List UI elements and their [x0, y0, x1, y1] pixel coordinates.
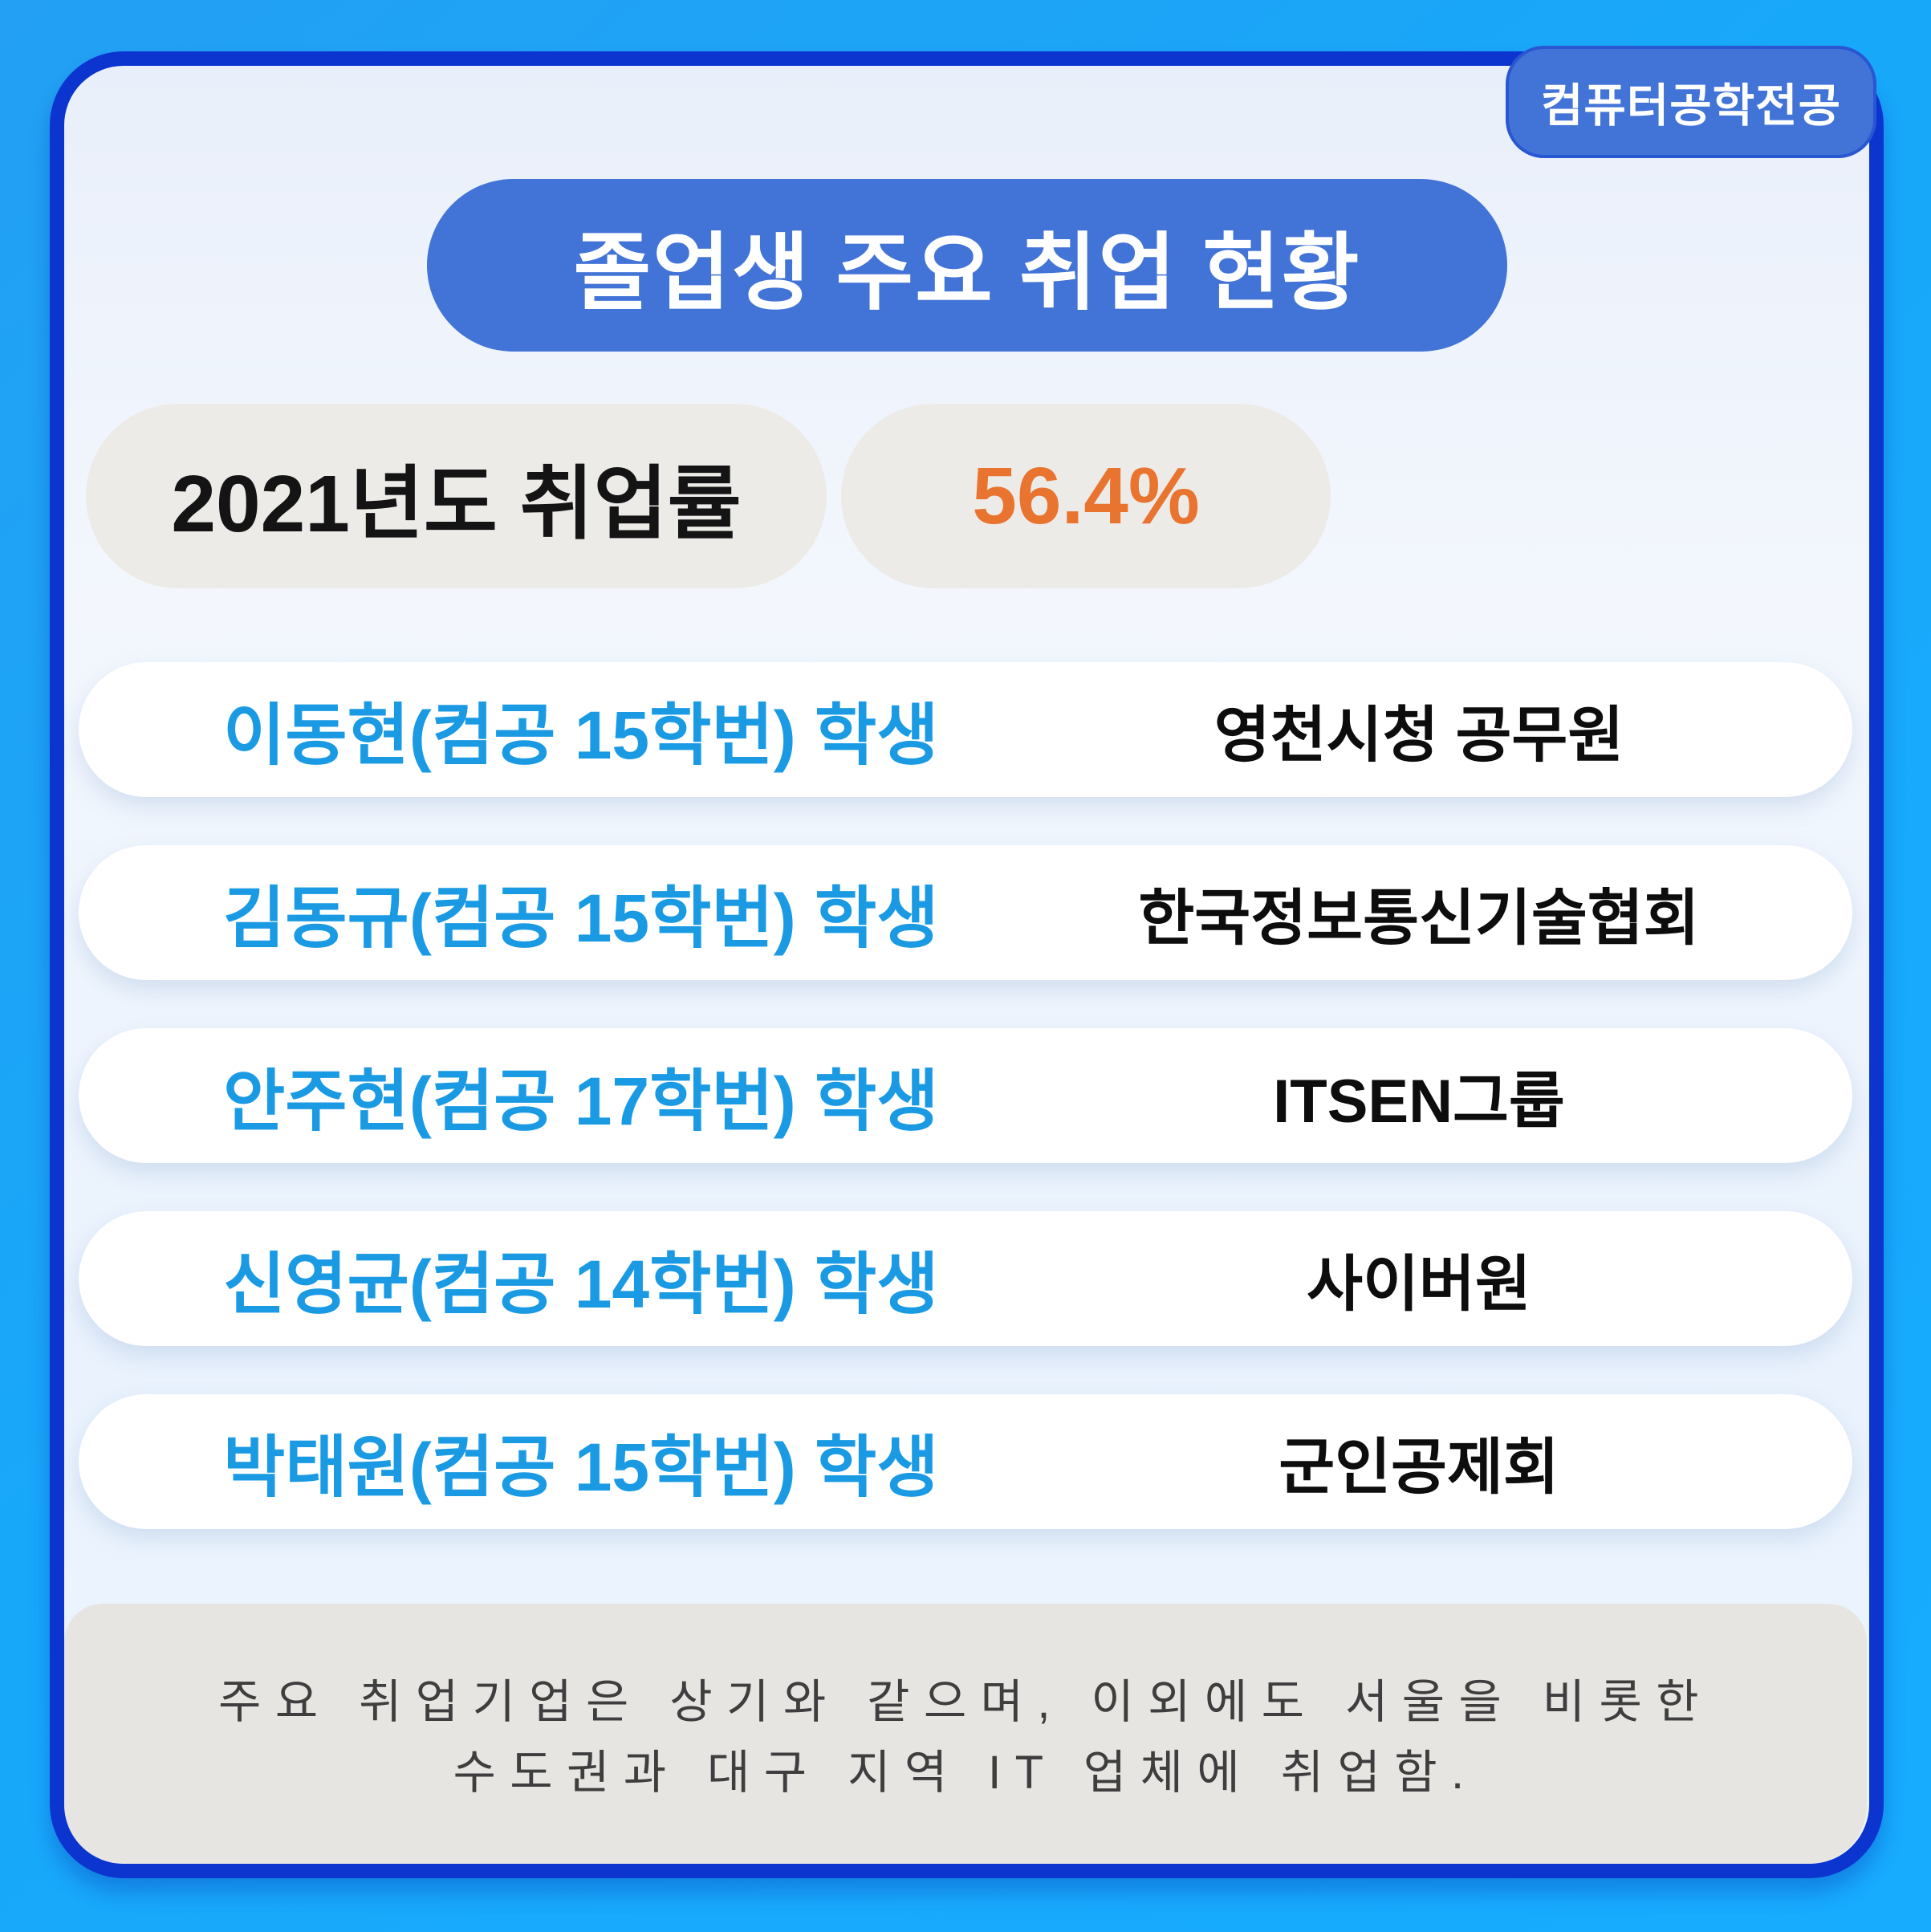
student-name: 신영균(컴공 14학번) 학생 — [223, 1246, 939, 1322]
student-name: 김동규(컴공 15학번) 학생 — [223, 880, 939, 956]
graduate-row: 박태원(컴공 15학번) 학생 군인공제회 — [79, 1394, 1852, 1529]
graduate-row: 안주현(컴공 17학번) 학생 ITSEN그룹 — [79, 1028, 1852, 1163]
footnote-line-2: 수도권과 대구 지역 IT 업체에 취업함. — [453, 1747, 1478, 1799]
card-content: 졸업생 주요 취업 현황 2021년도 취업률 56.4% 이동현(컴공 15학… — [64, 66, 1869, 1864]
rate-value: 56.4% — [972, 450, 1200, 541]
major-badge: 컴퓨터공학전공 — [1506, 46, 1876, 158]
student-name: 안주현(컴공 17학번) 학생 — [223, 1063, 939, 1139]
title-pill: 졸업생 주요 취업 현황 — [427, 179, 1507, 352]
employer-name: ITSEN그룹 — [1273, 1068, 1565, 1136]
graduate-row: 김동규(컴공 15학번) 학생 한국정보통신기술협회 — [79, 845, 1852, 980]
employer-name: 사이버원 — [1307, 1251, 1531, 1319]
graduate-row: 이동현(컴공 15학번) 학생 영천시청 공무원 — [79, 662, 1852, 797]
rate-label-pill: 2021년도 취업률 — [86, 404, 827, 588]
graduate-row: 신영균(컴공 14학번) 학생 사이버원 — [79, 1211, 1852, 1346]
student-name: 박태원(컴공 15학번) 학생 — [223, 1429, 939, 1505]
employer-name: 군인공제회 — [1279, 1434, 1559, 1502]
footnote-line-1: 주요 취업기업은 상기와 같으며, 이외에도 서울을 비롯한 — [217, 1675, 1714, 1728]
major-badge-label: 컴퓨터공학전공 — [1540, 80, 1842, 132]
infographic-card: 졸업생 주요 취업 현황 2021년도 취업률 56.4% 이동현(컴공 15학… — [50, 51, 1884, 1878]
rate-year-label: 2021년도 취업률 — [171, 458, 742, 549]
employer-name: 영천시청 공무원 — [1213, 702, 1624, 770]
page-title: 졸업생 주요 취업 현황 — [573, 226, 1361, 320]
student-name: 이동현(컴공 15학번) 학생 — [223, 697, 939, 773]
employer-name: 한국정보통신기술협회 — [1138, 885, 1700, 953]
footnote-box: 주요 취업기업은 상기와 같으며, 이외에도 서울을 비롯한 수도권과 대구 지… — [64, 1604, 1867, 1864]
rate-value-pill: 56.4% — [841, 404, 1331, 588]
